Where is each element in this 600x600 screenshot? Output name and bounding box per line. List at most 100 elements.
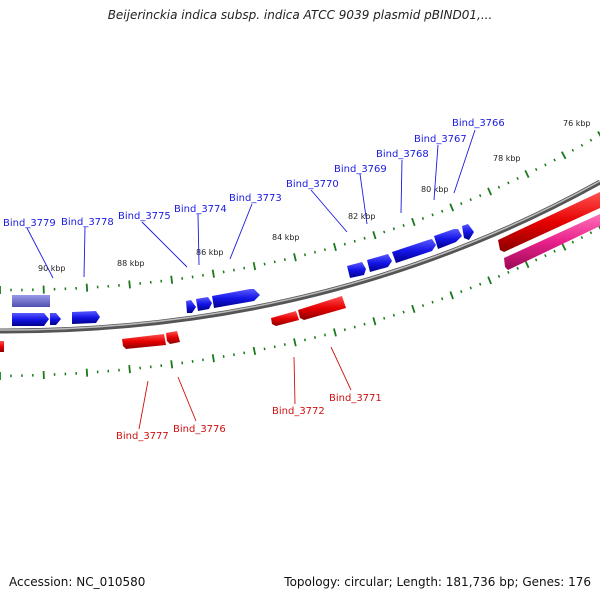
gene-label-bind-3778[interactable]: Bind_3778 [61, 217, 114, 228]
gene-label-bind-3768[interactable]: Bind_3768 [376, 149, 429, 160]
gene-label-bind-3779[interactable]: Bind_3779 [3, 218, 56, 229]
tick-mark [524, 170, 530, 178]
gene-label-bind-3769[interactable]: Bind_3769 [334, 164, 387, 175]
plasmid-backbone-highlight [0, 180, 600, 331]
gene-arrow-bind-3779a[interactable] [50, 313, 61, 325]
tick-mark [353, 239, 356, 243]
gene-label-bind-3773[interactable]: Bind_3773 [229, 193, 282, 204]
tick-mark [243, 351, 246, 355]
tick-mark [460, 202, 463, 206]
outer-tick-ring [0, 131, 600, 294]
tick-mark [553, 249, 556, 253]
tick-mark [479, 194, 482, 198]
tick-mark [211, 269, 215, 278]
gene-arrow-edge-left[interactable] [0, 341, 4, 352]
gene-label-bind-3767[interactable]: Bind_3767 [414, 134, 467, 145]
gene-arrow-bind-3774[interactable] [196, 297, 212, 311]
tick-mark [392, 227, 396, 231]
gene-arrow-bind-3770[interactable] [347, 262, 366, 278]
tick-mark [273, 260, 276, 264]
tick-mark [232, 353, 235, 357]
tick-mark [469, 286, 472, 290]
tick-mark [534, 167, 538, 171]
tick-mark [383, 316, 386, 320]
gene-label-bind-3771[interactable]: Bind_3771 [329, 393, 382, 404]
gene-arrow-bind-3773[interactable] [212, 289, 260, 308]
tick-mark [333, 328, 337, 337]
summary-text: Topology: circular; Length: 181,736 bp; … [284, 575, 591, 589]
gene-arrow-bind-3766[interactable] [462, 224, 474, 240]
gene-label-bind-3777[interactable]: Bind_3777 [116, 431, 169, 442]
gene-label-bind-3776[interactable]: Bind_3776 [173, 424, 226, 435]
kbp-label-76: 76 kbp [563, 119, 591, 128]
gene-arrow-bind-3771[interactable] [298, 296, 346, 320]
gene-arrow-bind-3769[interactable] [367, 254, 392, 272]
tick-mark [516, 176, 519, 181]
accession-text: Accession: NC_010580 [9, 575, 146, 589]
tick-mark [252, 262, 257, 271]
tick-mark [524, 260, 530, 269]
tick-mark [170, 360, 174, 369]
tick-mark [323, 248, 327, 252]
tick-mark [402, 223, 405, 227]
tick-mark [263, 262, 266, 266]
tick-mark [580, 236, 584, 240]
gene-label-bind-3766[interactable]: Bind_3766 [452, 118, 505, 129]
tick-mark [440, 297, 444, 301]
tick-mark [343, 242, 346, 246]
tick-mark [497, 185, 501, 189]
kbp-label-84: 84 kbp [272, 233, 300, 242]
tick-mark [421, 304, 425, 308]
gene-arrow-bind-3776[interactable] [166, 331, 180, 344]
gene-arrow-bind-3768[interactable] [392, 239, 436, 263]
tick-mark [353, 325, 356, 329]
tick-mark [293, 338, 297, 347]
tick-mark [402, 310, 405, 314]
tick-mark [222, 355, 225, 358]
blue-leader-lines [26, 129, 476, 279]
kbp-label-90: 90 kbp [38, 264, 66, 273]
gene-arrow-bind-3778[interactable] [72, 311, 100, 324]
tick-mark [392, 313, 396, 317]
gene-arrow-bind-3777[interactable] [122, 334, 166, 349]
gene-label-bind-3772[interactable]: Bind_3772 [272, 406, 325, 417]
tick-mark [544, 254, 547, 258]
tick-mark [507, 181, 510, 185]
gene-arrow-bind-3767[interactable] [434, 229, 462, 249]
gene-label-bind-3775[interactable]: Bind_3775 [118, 211, 171, 222]
tick-mark [313, 336, 317, 339]
tick-mark [372, 317, 377, 326]
faded-gene-bar[interactable] [12, 295, 50, 307]
tick-mark [411, 304, 416, 313]
tick-mark [431, 300, 434, 304]
inner-tick-ring [0, 224, 600, 380]
tick-mark [323, 333, 327, 337]
tick-mark [571, 148, 575, 152]
tick-mark [431, 213, 434, 217]
gene-arrow-edge-right-red[interactable] [498, 192, 600, 252]
tick-mark [232, 268, 235, 272]
tick-mark [283, 258, 286, 262]
tick-mark [597, 131, 600, 137]
gene-arrow-bind-3779[interactable] [12, 313, 49, 326]
gene-arrow-edge-right-pink[interactable] [504, 214, 600, 270]
gene-label-bind-3774[interactable]: Bind_3774 [174, 204, 227, 215]
gene-arrow-bind-3772[interactable] [271, 311, 299, 326]
tick-mark [243, 266, 246, 270]
tick-mark [222, 270, 225, 274]
tick-mark [589, 231, 593, 235]
tick-mark [571, 240, 575, 244]
tick-mark [449, 203, 455, 212]
tick-mark [469, 198, 472, 202]
tick-mark [363, 322, 366, 326]
plasmid-backbone [0, 179, 600, 334]
tick-mark [487, 187, 493, 196]
tick-mark [170, 275, 174, 284]
tick-mark [283, 343, 286, 346]
kbp-label-78: 78 kbp [493, 154, 521, 163]
tick-mark [263, 347, 266, 351]
gene-label-bind-3770[interactable]: Bind_3770 [286, 179, 339, 190]
tick-mark [211, 354, 215, 363]
gene-arrow-bind-3775[interactable] [186, 300, 196, 313]
